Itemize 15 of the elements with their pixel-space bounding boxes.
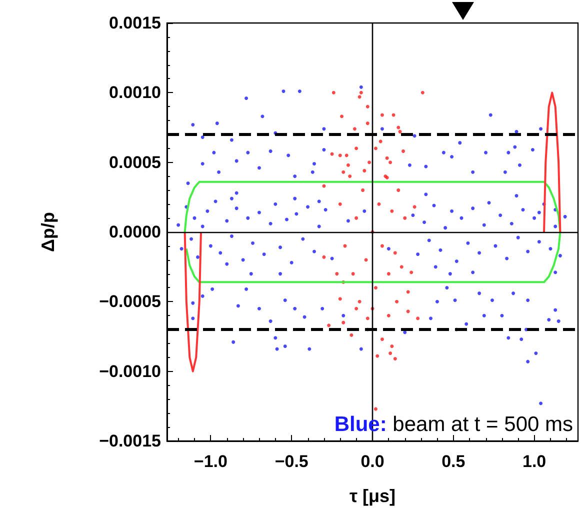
y-tick-label: 0.0005 (109, 152, 161, 172)
x-axis-title: τ [μs] (349, 486, 396, 506)
x-tick-label: 1.0 (522, 452, 546, 471)
x-tick-label: −0.5 (274, 452, 308, 471)
x-tick-label: −1.0 (194, 452, 228, 471)
y-tick-label: 0.0010 (109, 83, 161, 102)
y-tick-label: 0.0015 (109, 14, 161, 32)
x-tick-label: 0.0 (360, 452, 384, 471)
y-tick-label: −0.0010 (99, 362, 161, 381)
y-axis-title: Δp/p (38, 212, 58, 252)
y-tick-label: −0.0005 (99, 292, 161, 312)
y-tick-label: 0.0000 (109, 222, 161, 242)
line-series (184, 180, 562, 284)
y-tick-label: −0.0015 (99, 432, 161, 450)
x-tick-label: 0.5 (442, 452, 466, 471)
